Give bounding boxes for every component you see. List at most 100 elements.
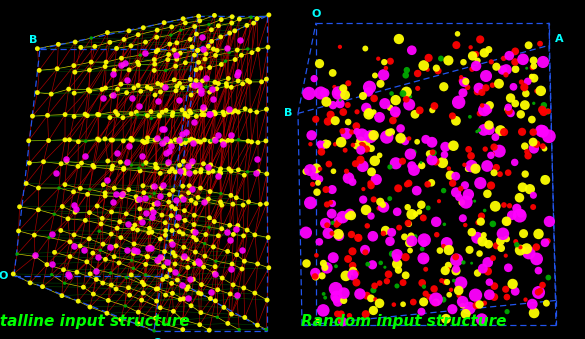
Point: [501, 72, 511, 78]
Point: [331, 142, 340, 147]
Point: [38, 284, 47, 289]
Point: [348, 248, 357, 254]
Point: [191, 229, 200, 235]
Point: [480, 146, 490, 152]
Point: [380, 101, 390, 106]
Point: [119, 165, 128, 171]
Point: [196, 139, 205, 145]
Point: [495, 238, 505, 244]
Point: [216, 17, 226, 22]
Point: [429, 150, 438, 156]
Point: [441, 144, 450, 149]
Point: [484, 47, 494, 52]
Point: [178, 231, 188, 237]
Point: [528, 139, 538, 145]
Point: [426, 180, 436, 185]
Point: [364, 89, 373, 95]
Point: [209, 109, 219, 115]
Point: [156, 171, 165, 176]
Point: [491, 135, 500, 140]
Point: [140, 50, 150, 56]
Point: [153, 137, 162, 142]
Point: [374, 56, 383, 61]
Point: [534, 231, 543, 237]
Point: [204, 164, 213, 170]
Point: [517, 211, 526, 216]
Point: [342, 131, 351, 136]
Point: [196, 310, 205, 315]
Point: [153, 98, 163, 104]
Point: [448, 306, 457, 312]
Point: [122, 159, 131, 164]
Point: [521, 297, 530, 302]
Point: [358, 163, 367, 169]
Point: [520, 102, 529, 108]
Point: [167, 281, 176, 286]
Point: [30, 254, 40, 259]
Point: [490, 283, 499, 289]
Point: [437, 278, 446, 283]
Point: [82, 259, 91, 264]
Point: [507, 213, 517, 218]
Point: [367, 169, 376, 175]
Point: [356, 138, 366, 144]
Point: [312, 190, 322, 195]
Point: [421, 137, 431, 142]
Point: [345, 313, 354, 318]
Point: [62, 159, 71, 164]
Point: [147, 206, 157, 212]
Point: [85, 88, 94, 94]
Point: [153, 81, 163, 86]
Point: [417, 160, 426, 165]
Point: [396, 126, 405, 131]
Point: [479, 127, 488, 133]
Point: [382, 279, 391, 284]
Point: [472, 63, 481, 69]
Point: [439, 297, 448, 302]
Point: [199, 200, 209, 205]
Point: [179, 296, 188, 301]
Point: [150, 57, 159, 62]
Point: [413, 86, 422, 91]
Point: [520, 143, 529, 149]
Point: [343, 256, 353, 262]
Point: [421, 266, 431, 272]
Point: [217, 138, 226, 143]
Point: [12, 251, 22, 257]
Point: [223, 46, 232, 51]
Point: [391, 97, 400, 103]
Point: [384, 272, 393, 277]
Point: [158, 255, 167, 261]
Point: [443, 266, 453, 272]
Point: [166, 140, 175, 145]
Point: [346, 213, 356, 218]
Point: [310, 274, 319, 279]
Point: [464, 305, 474, 311]
Point: [109, 93, 118, 98]
Point: [250, 291, 260, 296]
Point: [511, 48, 520, 54]
Point: [431, 297, 441, 302]
Point: [137, 297, 146, 303]
Point: [152, 49, 161, 54]
Point: [153, 47, 163, 53]
Point: [135, 206, 144, 212]
Point: [486, 183, 495, 188]
Point: [428, 149, 437, 155]
Point: [438, 160, 448, 165]
Point: [126, 111, 136, 117]
Point: [499, 202, 508, 208]
Point: [419, 241, 428, 246]
Point: [190, 213, 199, 218]
Point: [455, 195, 464, 200]
Point: [436, 56, 446, 61]
Point: [349, 268, 358, 274]
Point: [339, 109, 348, 115]
Point: [348, 232, 357, 238]
Point: [503, 106, 512, 112]
Point: [200, 241, 209, 246]
Text: O: O: [0, 271, 8, 280]
Point: [527, 117, 536, 122]
Point: [359, 197, 368, 202]
Text: B: B: [284, 108, 292, 118]
